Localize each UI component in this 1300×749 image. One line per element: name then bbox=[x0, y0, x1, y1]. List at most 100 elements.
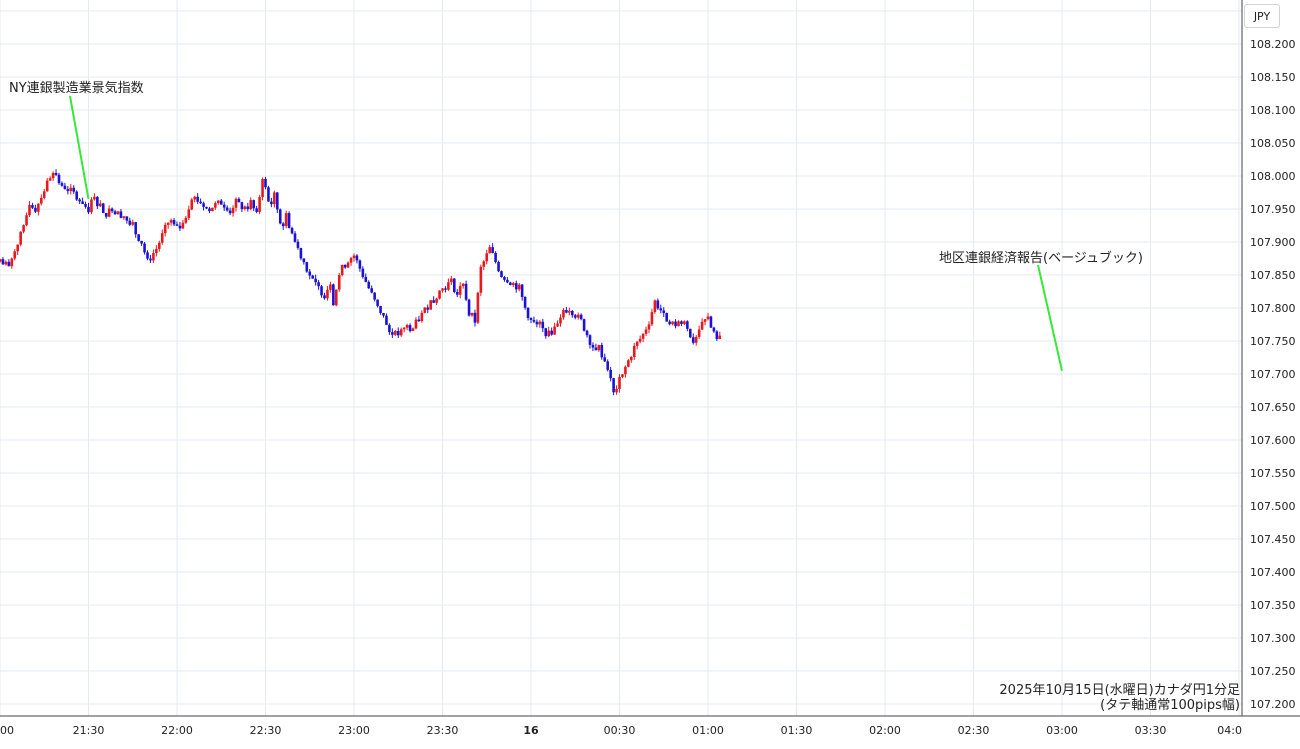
candle-body bbox=[435, 298, 438, 303]
chart-caption: 2025年10月15日(水曜日)カナダ円1分足 (タテ軸通常100pips幅) bbox=[999, 683, 1240, 713]
candle-body bbox=[544, 328, 548, 337]
candle-body bbox=[632, 345, 636, 358]
candle-body bbox=[243, 206, 247, 210]
candle-body bbox=[240, 202, 244, 210]
candle-body bbox=[438, 290, 441, 299]
candle-body bbox=[72, 187, 76, 192]
x-tick-label: 03:30 bbox=[1135, 724, 1167, 737]
candle-body bbox=[246, 206, 250, 210]
candle-body bbox=[332, 284, 335, 306]
candle-body bbox=[63, 185, 67, 190]
candle-body bbox=[175, 224, 179, 226]
caption-line-1: 2025年10月15日(水曜日)カナダ円1分足 bbox=[999, 683, 1240, 698]
candle-body bbox=[461, 283, 465, 287]
x-tick-label: 22:30 bbox=[250, 724, 282, 737]
candle-body bbox=[494, 252, 497, 263]
candle-body bbox=[158, 242, 161, 249]
candle-body bbox=[308, 271, 312, 276]
candle-body bbox=[131, 222, 135, 225]
candle-body bbox=[110, 208, 114, 212]
x-tick-label: 03:00 bbox=[1046, 724, 1078, 737]
candle-body bbox=[19, 231, 22, 245]
candle-body bbox=[311, 275, 314, 279]
candle-body bbox=[340, 264, 344, 276]
x-tick-label: 21:30 bbox=[73, 724, 105, 737]
candle-body bbox=[621, 374, 624, 377]
candle-body bbox=[391, 332, 394, 335]
candle-body bbox=[588, 335, 592, 345]
candle-body bbox=[149, 258, 152, 261]
candle-body bbox=[479, 266, 483, 293]
candle-body bbox=[267, 187, 270, 202]
candle-body bbox=[553, 326, 556, 335]
candle-body bbox=[128, 220, 132, 225]
annotation-ny-fed-label: NY連銀製造業景気指数 bbox=[9, 81, 144, 96]
candle-body bbox=[172, 220, 176, 225]
candle-body bbox=[464, 283, 468, 300]
candle-body bbox=[677, 321, 680, 327]
y-tick-label: 107.300 bbox=[1250, 632, 1296, 645]
candle-body bbox=[600, 345, 604, 358]
candle-body bbox=[603, 357, 607, 362]
candle-body bbox=[414, 319, 418, 329]
candle-body bbox=[113, 211, 117, 215]
candle-body bbox=[653, 300, 657, 313]
candle-body bbox=[683, 321, 686, 324]
candle-body bbox=[385, 315, 388, 325]
candle-body bbox=[541, 321, 545, 329]
y-tick-label: 107.600 bbox=[1250, 434, 1296, 447]
candle-body bbox=[276, 192, 279, 210]
candle-body bbox=[562, 310, 565, 318]
candle-body bbox=[323, 295, 326, 299]
candle-body bbox=[700, 321, 704, 330]
candle-body bbox=[81, 201, 84, 204]
candle-body bbox=[358, 260, 362, 269]
candle-body bbox=[196, 196, 199, 202]
candle-body bbox=[10, 258, 14, 267]
candle-body bbox=[317, 282, 320, 287]
candle-body bbox=[447, 282, 450, 290]
candle-body bbox=[166, 222, 170, 225]
candle-body bbox=[423, 307, 427, 313]
candle-body bbox=[453, 278, 456, 293]
candle-body bbox=[379, 305, 382, 314]
candle-body bbox=[193, 196, 196, 200]
x-tick-label: 22:00 bbox=[161, 724, 193, 737]
candle-body bbox=[618, 376, 621, 389]
candle-body bbox=[568, 310, 571, 313]
candle-body bbox=[261, 178, 264, 198]
candle-body bbox=[591, 344, 595, 348]
candle-body bbox=[202, 203, 205, 207]
candle-body bbox=[16, 244, 19, 252]
candle-body bbox=[140, 240, 143, 244]
candle-body bbox=[650, 312, 654, 325]
candle-body bbox=[252, 200, 255, 209]
candle-body bbox=[258, 197, 261, 212]
candle-body bbox=[405, 325, 409, 328]
candle-body bbox=[417, 319, 421, 322]
candle-body bbox=[697, 329, 701, 337]
currency-label[interactable]: JPY bbox=[1244, 4, 1280, 28]
candle-body bbox=[579, 314, 583, 320]
candle-body bbox=[320, 286, 323, 296]
y-tick-label: 107.750 bbox=[1250, 335, 1296, 348]
x-tick-label: 02:30 bbox=[958, 724, 990, 737]
candle-body bbox=[571, 310, 574, 316]
candle-body bbox=[559, 317, 562, 324]
candle-body bbox=[22, 225, 25, 232]
candle-body bbox=[680, 321, 683, 324]
y-tick-label: 107.350 bbox=[1250, 599, 1296, 612]
candle-body bbox=[152, 253, 155, 261]
annotation-beige-book-label: 地区連銀経済報告(ベージュブック) bbox=[939, 251, 1143, 266]
candle-body bbox=[305, 262, 309, 272]
candle-body bbox=[420, 312, 424, 322]
candle-body bbox=[550, 330, 553, 335]
candle-body bbox=[491, 247, 494, 253]
candle-body bbox=[314, 278, 317, 283]
candle-body bbox=[199, 201, 202, 204]
candle-body bbox=[69, 187, 73, 192]
candle-body bbox=[470, 312, 474, 316]
x-tick-label: 16 bbox=[523, 724, 539, 737]
